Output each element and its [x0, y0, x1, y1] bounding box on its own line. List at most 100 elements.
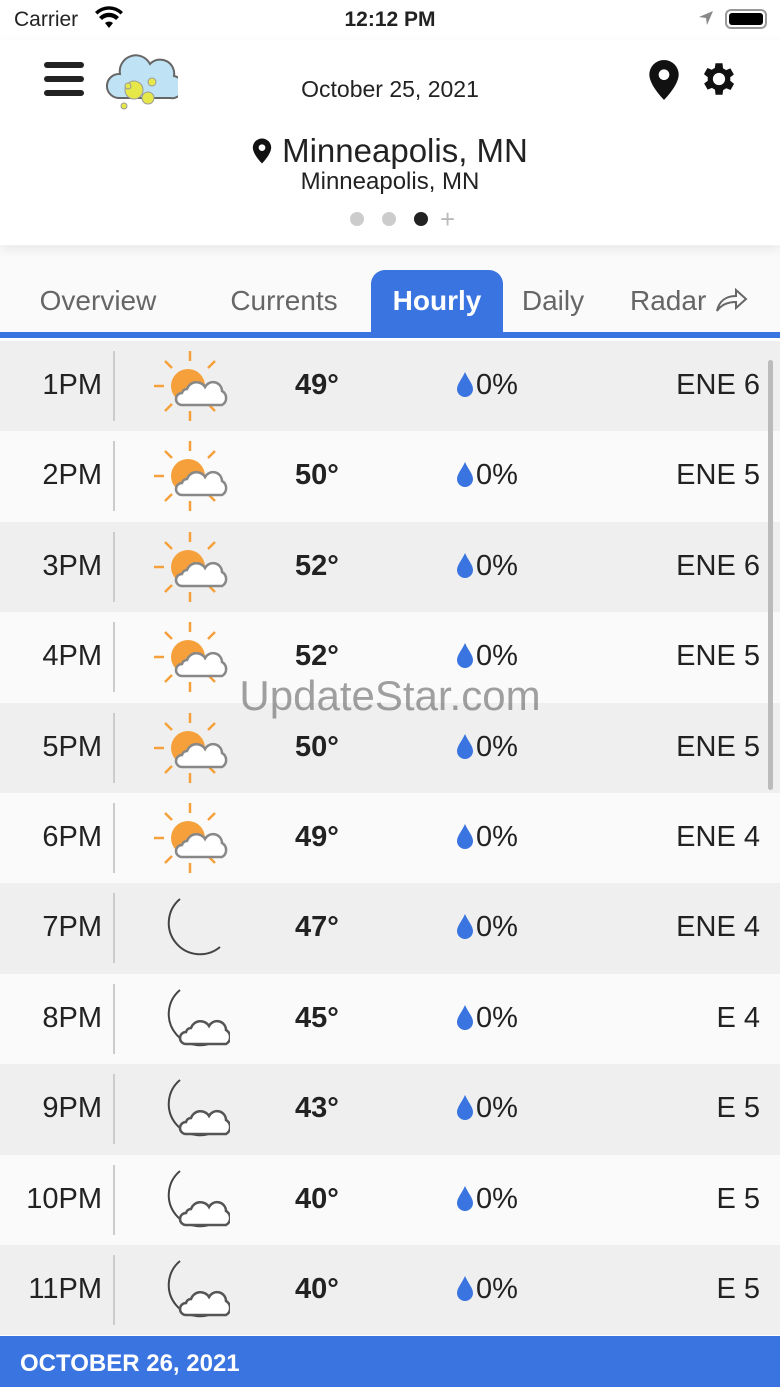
precip-chance: 0% [456, 821, 518, 854]
precip-value: 0% [476, 730, 518, 763]
carrier-label: Carrier [14, 8, 79, 31]
precip-value: 0% [476, 459, 518, 492]
hour-time: 8PM [42, 1001, 102, 1034]
hour-wind: ENE 6 [676, 549, 760, 582]
hour-row[interactable]: 10PM 40° 0% E 5 [0, 1154, 780, 1245]
precip-value: 0% [476, 911, 518, 944]
hour-temp: 47° [295, 911, 339, 944]
moon-cloud-icon [150, 1072, 232, 1154]
divider [113, 893, 115, 964]
precip-chance: 0% [456, 1273, 518, 1306]
hour-temp: 49° [295, 369, 339, 401]
header: October 25, 2021 Minneapolis, MN Minneap… [0, 40, 780, 245]
partly-sunny-icon [150, 530, 230, 612]
moon-cloud-icon [150, 1253, 232, 1335]
divider [113, 622, 115, 693]
raindrop-icon [456, 731, 476, 763]
precip-value: 0% [476, 1182, 518, 1215]
hour-row[interactable]: 4PM 52° 0% ENE 5 [0, 612, 780, 703]
menu-icon[interactable] [44, 62, 84, 96]
raindrop-icon [456, 1273, 476, 1305]
add-location-icon[interactable]: + [440, 204, 456, 234]
divider [113, 1254, 115, 1325]
precip-value: 0% [476, 1272, 518, 1305]
hour-time: 11PM [28, 1272, 102, 1305]
divider [113, 802, 115, 873]
tab-radar-label: Radar [630, 285, 707, 316]
precip-chance: 0% [456, 1002, 518, 1035]
hour-time: 6PM [42, 820, 102, 853]
page-dot[interactable] [382, 212, 396, 226]
partly-sunny-icon [150, 439, 230, 521]
hour-temp: 40° [295, 1272, 339, 1305]
hour-wind: ENE 6 [676, 369, 760, 401]
tab-overview[interactable]: Overview [39, 285, 157, 316]
hour-wind: ENE 4 [676, 911, 760, 944]
hour-temp: 52° [295, 640, 339, 673]
hour-row[interactable]: 5PM 50° 0% ENE 5 [0, 702, 780, 793]
settings-gear-icon[interactable] [698, 58, 740, 100]
hour-wind: ENE 5 [676, 459, 760, 492]
hour-temp: 45° [295, 1001, 339, 1034]
tab-radar[interactable]: Radar [630, 270, 770, 332]
precip-chance: 0% [456, 459, 518, 492]
page-dot[interactable] [350, 212, 364, 226]
tab-currents[interactable]: Currents [230, 285, 338, 316]
partly-sunny-icon [150, 349, 230, 431]
hour-row[interactable]: 3PM 52° 0% ENE 6 [0, 521, 780, 613]
hour-wind: E 5 [716, 1092, 760, 1125]
precip-value: 0% [476, 549, 518, 582]
location-pin-icon[interactable] [648, 60, 680, 100]
page-indicator[interactable]: + [350, 204, 456, 234]
hour-temp: 43° [295, 1092, 339, 1125]
hour-row[interactable]: 2PM 50° 0% ENE 5 [0, 431, 780, 522]
divider [113, 531, 115, 602]
precip-chance: 0% [456, 911, 518, 944]
moon-icon [150, 891, 230, 973]
raindrop-icon [456, 911, 476, 943]
hour-time: 7PM [42, 911, 102, 944]
partly-sunny-icon [150, 620, 230, 702]
precip-chance: 0% [456, 640, 518, 673]
page-dot-active[interactable] [414, 212, 428, 226]
hour-time: 3PM [42, 549, 102, 582]
location-pin-icon [252, 138, 272, 164]
hour-row[interactable]: 6PM 49° 0% ENE 4 [0, 792, 780, 884]
location-title[interactable]: Minneapolis, MN [0, 132, 780, 170]
divider [113, 351, 115, 421]
tab-daily[interactable]: Daily [521, 285, 585, 316]
wifi-icon [95, 6, 123, 28]
hour-wind: ENE 5 [676, 730, 760, 763]
hour-temp: 49° [295, 820, 339, 853]
hour-time: 4PM [42, 640, 102, 673]
tab-hourly[interactable]: Hourly [371, 270, 503, 332]
divider [113, 712, 115, 783]
clock: 12:12 PM [344, 8, 436, 31]
precip-value: 0% [476, 1001, 518, 1034]
hourly-list[interactable]: 1PM 49° 0% ENE 6 2PM 50° 0% ENE 5 3PM 52° 0% ENE 6 4… [0, 341, 780, 1336]
precip-chance: 0% [456, 550, 518, 583]
partly-sunny-icon [150, 711, 230, 793]
city-name: Minneapolis, MN [282, 132, 528, 169]
hour-time: 10PM [26, 1182, 102, 1215]
scrollbar[interactable] [768, 360, 773, 790]
precip-value: 0% [476, 640, 518, 673]
hour-row[interactable]: 8PM 45° 0% E 4 [0, 973, 780, 1065]
raindrop-icon [456, 821, 476, 853]
hour-row[interactable]: 9PM 43° 0% E 5 [0, 1064, 780, 1155]
hour-temp: 50° [295, 730, 339, 763]
precip-value: 0% [476, 820, 518, 853]
hour-row[interactable]: 7PM 47° 0% ENE 4 [0, 883, 780, 974]
raindrop-icon [456, 1183, 476, 1215]
hour-row[interactable]: 1PM 49° 0% ENE 6 [0, 341, 780, 432]
tab-bar: Overview Currents Hourly Daily Radar [0, 246, 780, 338]
divider [113, 1074, 115, 1145]
hour-row[interactable]: 11PM 40° 0% E 5 [0, 1244, 780, 1336]
precip-value: 0% [476, 1092, 518, 1125]
divider [113, 441, 115, 512]
raindrop-icon [456, 550, 476, 582]
current-date: October 25, 2021 [301, 76, 479, 102]
raindrop-icon [456, 640, 476, 672]
hour-time: 2PM [42, 459, 102, 492]
hour-wind: E 5 [716, 1272, 760, 1305]
